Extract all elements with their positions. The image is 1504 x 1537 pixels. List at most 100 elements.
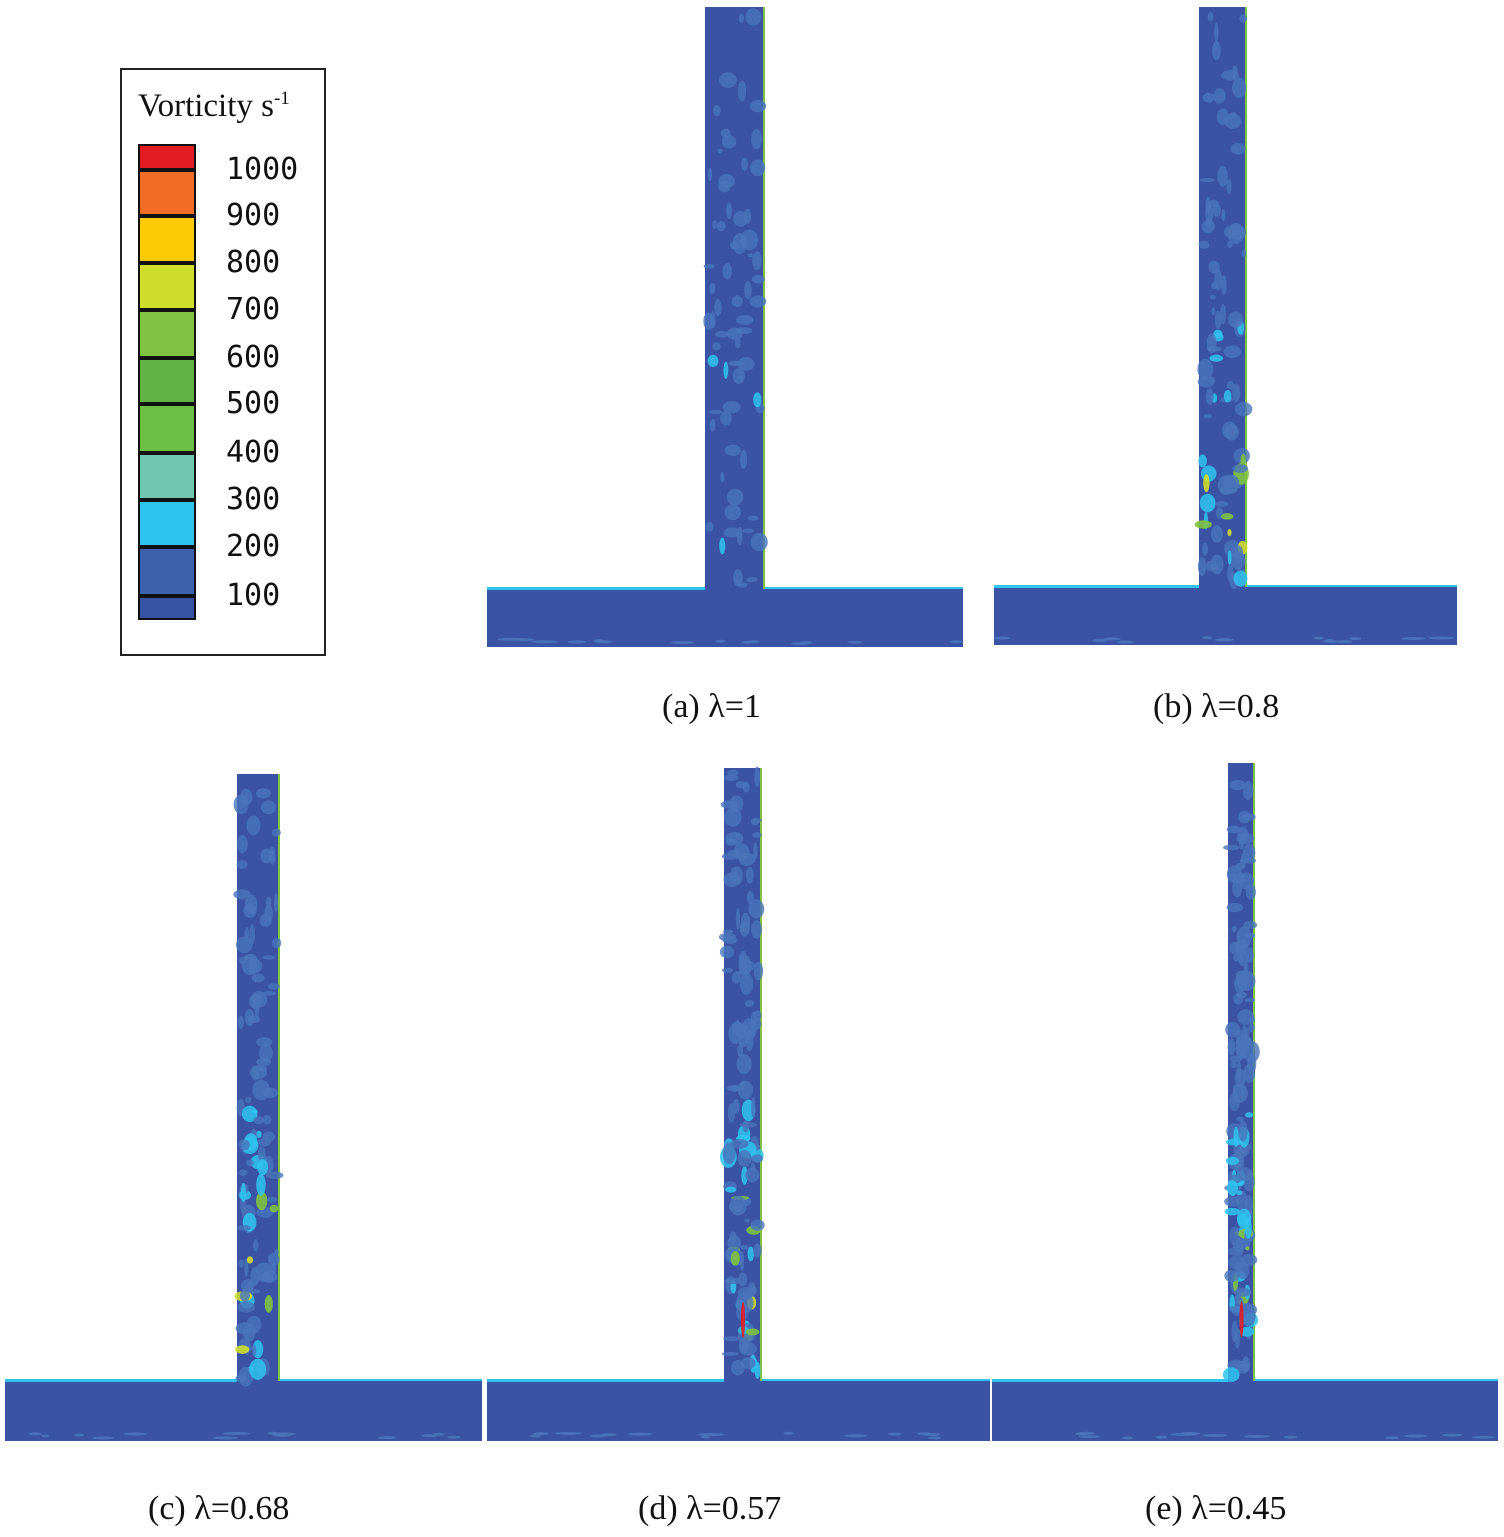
vortex-patch bbox=[554, 1431, 582, 1435]
vortex-patch bbox=[253, 1116, 264, 1125]
vortex-patch bbox=[1236, 1037, 1249, 1060]
vortex-patch bbox=[733, 210, 748, 227]
vortex-patch bbox=[1234, 319, 1246, 338]
vortex-patch bbox=[1242, 843, 1256, 862]
vortex-patch bbox=[1235, 862, 1244, 871]
vortex-patch bbox=[737, 1149, 752, 1168]
vortex-patch bbox=[1236, 991, 1248, 999]
vortex-patch bbox=[737, 357, 755, 371]
vortex-patch bbox=[736, 526, 743, 546]
vortex-patch bbox=[732, 1099, 740, 1114]
vortex-patch bbox=[1075, 1432, 1089, 1436]
vortex-patch bbox=[720, 471, 725, 483]
vortex-patch bbox=[1219, 485, 1238, 495]
vortex-patch bbox=[1243, 1064, 1256, 1083]
vortex-patch bbox=[723, 774, 739, 781]
vortex-patch bbox=[1214, 22, 1219, 43]
vortex-patch bbox=[1103, 637, 1121, 641]
vortex-patch bbox=[739, 959, 755, 972]
vortex-patch bbox=[1228, 1177, 1244, 1187]
vortex-patch bbox=[724, 504, 742, 521]
vortex-patch bbox=[737, 1326, 750, 1335]
vortex-patch bbox=[1203, 414, 1213, 419]
vortex-patch bbox=[746, 577, 758, 583]
caption-a: (a) λ=1 bbox=[662, 688, 761, 725]
wall-shear-layer bbox=[992, 1379, 1228, 1382]
vortex-patch bbox=[263, 991, 276, 996]
vortex-patch bbox=[725, 1186, 737, 1193]
vortex-patch bbox=[247, 1366, 254, 1373]
high-vorticity-streak bbox=[1239, 1301, 1244, 1338]
vortex-patch bbox=[1227, 550, 1232, 565]
vortex-patch bbox=[1230, 473, 1244, 489]
vortex-patch bbox=[1209, 295, 1216, 300]
vortex-patch bbox=[752, 251, 762, 271]
vortex-patch bbox=[1400, 637, 1427, 641]
vortex-patch bbox=[1224, 539, 1241, 557]
vortex-patch bbox=[1336, 640, 1353, 644]
vortex-patch bbox=[1211, 307, 1216, 316]
vortex-patch bbox=[1223, 225, 1239, 239]
vortex-patch bbox=[1241, 1025, 1247, 1045]
vortex-patch bbox=[1121, 1436, 1133, 1440]
vortex-patch bbox=[530, 640, 559, 644]
vortex-patch bbox=[747, 253, 754, 258]
vortex-patch bbox=[1202, 636, 1213, 640]
vortex-patch bbox=[1232, 383, 1241, 403]
vortex-patch bbox=[720, 411, 732, 426]
legend-swatch bbox=[138, 404, 196, 453]
vortex-patch bbox=[751, 1096, 756, 1119]
vortex-patch bbox=[739, 972, 754, 995]
vortex-patch bbox=[740, 1245, 750, 1250]
vortex-patch bbox=[267, 983, 280, 990]
vortex-patch bbox=[239, 956, 246, 965]
vortex-patch bbox=[1232, 1083, 1248, 1103]
vortex-patch bbox=[1236, 1061, 1242, 1083]
vortex-patch bbox=[1245, 1226, 1250, 1239]
vortex-patch bbox=[1221, 421, 1238, 439]
vortex-patch bbox=[748, 1285, 757, 1295]
vortex-patch bbox=[735, 337, 741, 349]
vortex-patch bbox=[378, 1436, 396, 1440]
vortex-patch bbox=[1155, 1435, 1168, 1439]
vortex-patch bbox=[1212, 40, 1221, 61]
vortex-patch bbox=[1222, 1367, 1240, 1383]
vortex-patch bbox=[728, 360, 746, 367]
vortex-patch bbox=[1197, 358, 1214, 380]
vortex-patch bbox=[1325, 638, 1334, 642]
vortex-patch bbox=[257, 1273, 275, 1283]
vortex-patch bbox=[1235, 970, 1254, 980]
vortex-patch bbox=[244, 894, 258, 915]
vortex-patch bbox=[244, 1334, 251, 1355]
vortex-patch bbox=[738, 1034, 749, 1048]
legend-swatch bbox=[138, 453, 196, 500]
vortex-patch bbox=[1224, 1269, 1240, 1283]
vortex-patch bbox=[1212, 203, 1222, 217]
vortex-patch bbox=[1205, 388, 1214, 405]
vortex-patch bbox=[753, 1010, 762, 1021]
vortex-patch bbox=[740, 912, 751, 934]
vortex-patch bbox=[246, 1256, 254, 1264]
vortex-patch bbox=[709, 419, 716, 432]
legend-title-text: Vorticity s bbox=[138, 88, 274, 124]
vortex-patch bbox=[1235, 1148, 1248, 1158]
vortex-patch bbox=[708, 409, 723, 415]
vortex-patch bbox=[732, 368, 745, 385]
vortex-patch bbox=[1237, 872, 1246, 880]
vortex-patch bbox=[240, 1182, 247, 1203]
vortex-patch bbox=[1221, 208, 1226, 222]
vortex-patch bbox=[744, 281, 752, 300]
vortex-patch bbox=[1235, 1029, 1244, 1042]
vortex-patch bbox=[1238, 949, 1248, 967]
vortex-patch bbox=[1244, 997, 1255, 1003]
vortex-patch bbox=[1239, 839, 1245, 850]
vortex-patch bbox=[730, 866, 743, 886]
vortex-patch bbox=[1385, 1436, 1400, 1440]
vortex-patch bbox=[264, 904, 274, 922]
vortex-patch bbox=[1201, 219, 1215, 234]
vortex-patch bbox=[1244, 932, 1256, 938]
vortex-patch bbox=[235, 936, 253, 954]
vortex-patch bbox=[1248, 1022, 1255, 1033]
vortex-patch bbox=[1228, 311, 1244, 328]
vortex-patch bbox=[790, 642, 809, 646]
